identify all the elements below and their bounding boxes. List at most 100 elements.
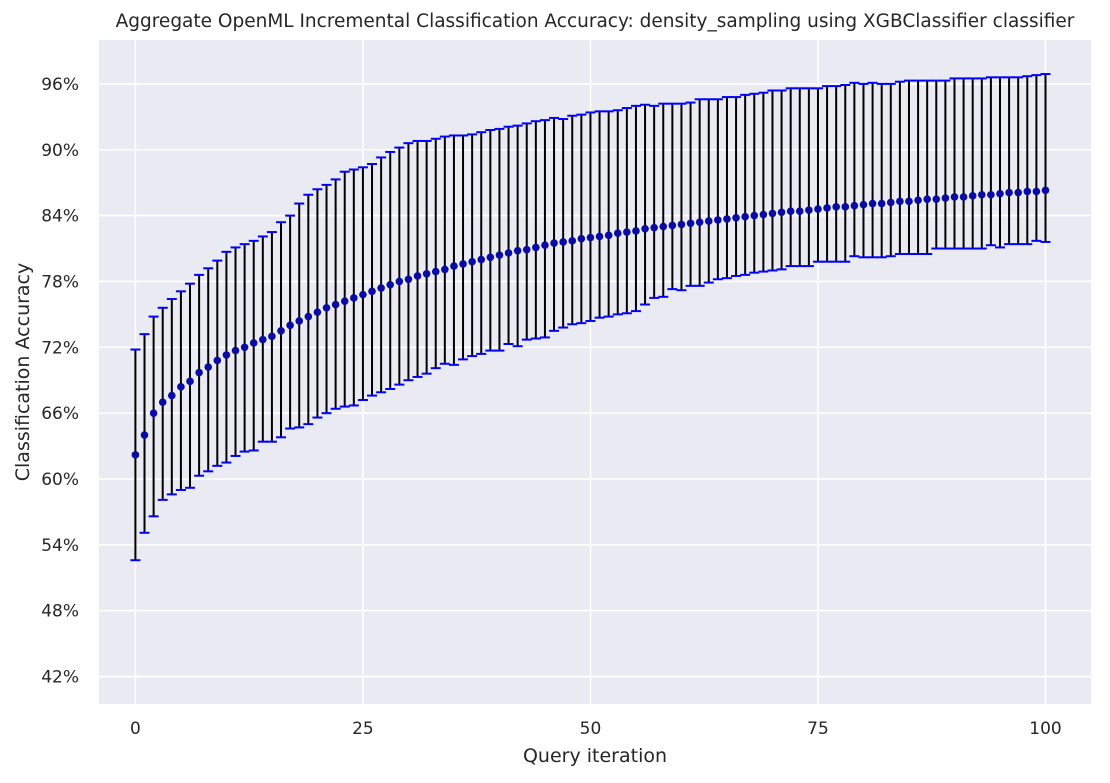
data-point: [905, 197, 913, 206]
y-tick-label: 96%: [41, 75, 79, 95]
data-point: [586, 233, 595, 242]
y-tick-label: 60%: [41, 470, 79, 490]
x-tick-label: 100: [1029, 719, 1061, 739]
data-point: [240, 343, 249, 352]
data-point: [486, 253, 495, 262]
data-point: [441, 265, 449, 274]
y-tick-label: 48%: [41, 602, 79, 622]
data-point: [877, 199, 886, 208]
data-point: [941, 194, 950, 202]
data-point: [359, 290, 367, 299]
x-axis-title: Query iteration: [523, 745, 667, 767]
data-point: [158, 398, 167, 406]
data-point: [522, 245, 531, 254]
data-point: [1032, 187, 1041, 196]
data-point: [686, 219, 695, 228]
data-point: [550, 239, 558, 247]
data-point: [413, 272, 422, 280]
data-point: [404, 275, 413, 284]
data-point: [513, 246, 522, 255]
data-point: [168, 391, 176, 400]
data-point: [641, 224, 649, 233]
data-point: [823, 204, 831, 212]
data-point: [568, 237, 577, 245]
data-point: [914, 196, 922, 205]
data-point: [750, 211, 759, 220]
data-point: [559, 238, 567, 246]
data-point: [841, 203, 850, 211]
data-point: [868, 199, 877, 208]
data-point: [677, 220, 686, 229]
y-tick-label: 72%: [41, 338, 79, 358]
data-point: [704, 217, 713, 225]
x-tick-labels: 0 25 50 75 100: [130, 719, 1062, 739]
plot-background: [99, 40, 1091, 704]
data-point: [532, 243, 540, 252]
data-point: [177, 383, 185, 391]
data-point: [140, 431, 149, 439]
data-point: [431, 267, 440, 276]
data-point: [277, 327, 285, 335]
data-point: [832, 203, 840, 211]
data-point: [213, 356, 222, 365]
data-point: [1041, 186, 1050, 195]
data-point: [231, 346, 240, 355]
y-tick-label: 78%: [41, 272, 79, 292]
data-point: [322, 303, 331, 312]
data-point: [504, 249, 513, 257]
data-point: [859, 200, 868, 209]
x-tick-label: 75: [807, 719, 829, 739]
data-point: [768, 209, 777, 218]
data-point: [996, 189, 1004, 198]
data-point: [732, 213, 740, 222]
data-point: [777, 208, 786, 217]
data-point: [186, 377, 194, 386]
data-point: [131, 451, 140, 459]
x-tick-label: 0: [130, 719, 141, 739]
data-point: [650, 223, 658, 232]
data-point: [340, 297, 349, 306]
mean-points: [131, 186, 1050, 459]
data-point: [786, 207, 795, 216]
error-bars: [130, 73, 1051, 562]
data-point: [368, 287, 376, 296]
data-point: [1023, 187, 1032, 196]
data-point: [249, 339, 258, 347]
data-point: [741, 212, 749, 221]
data-point: [814, 205, 822, 213]
data-point: [659, 222, 668, 231]
data-point: [386, 280, 395, 289]
data-point: [468, 257, 476, 266]
data-point: [259, 335, 267, 344]
data-point: [495, 251, 504, 259]
data-point: [331, 300, 340, 309]
data-point: [377, 284, 385, 292]
data-point: [886, 198, 895, 207]
y-axis-title: Classification Accuracy: [12, 263, 34, 482]
data-point: [422, 269, 431, 278]
data-point: [313, 308, 322, 316]
data-point: [668, 221, 677, 230]
data-point: [204, 363, 213, 371]
data-point: [195, 368, 203, 377]
data-point: [850, 201, 859, 210]
data-point: [613, 229, 622, 237]
data-point: [459, 260, 467, 268]
data-point: [977, 190, 986, 199]
data-point: [395, 277, 404, 286]
y-tick-label: 84%: [41, 207, 79, 227]
data-point: [968, 192, 977, 200]
data-point: [286, 321, 294, 330]
data-point: [896, 197, 904, 206]
data-point: [450, 262, 458, 270]
data-point: [723, 215, 731, 223]
y-tick-label: 66%: [41, 404, 79, 424]
y-tick-labels: 42% 48% 54% 60% 66% 72% 78% 84% 90% 96%: [41, 75, 79, 688]
data-point: [1014, 188, 1022, 197]
data-point: [350, 294, 358, 302]
data-point: [714, 216, 722, 224]
data-point: [950, 193, 959, 201]
y-tick-label: 54%: [41, 536, 79, 556]
